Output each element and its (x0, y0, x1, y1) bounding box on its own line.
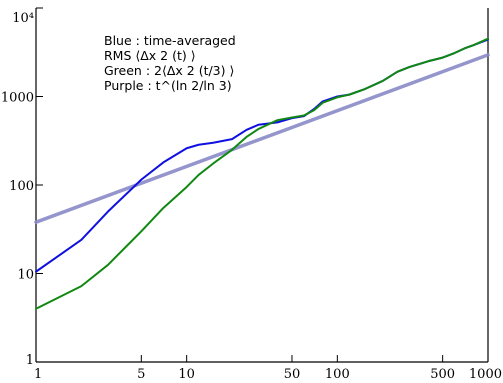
ticks: 1 5 10 50 100 500 1000 1 10 100 1000 10⁴ (1, 7, 502, 382)
legend-line-2: RMS ⟨Δx 2 (t) ⟩ (104, 48, 196, 63)
x-tick-label: 1 (34, 367, 42, 382)
y-tick-label: 10 (17, 268, 34, 283)
y-tick-label: 100 (9, 179, 34, 194)
legend-line-3: Green : 2⟨Δx 2 (t/3) ⟩ (104, 63, 234, 78)
legend: Blue : time-averaged RMS ⟨Δx 2 (t) ⟩ Gre… (104, 33, 236, 93)
y-tick-label: 10⁴ (12, 11, 34, 26)
x-tick-label: 10 (178, 367, 195, 382)
x-tick-label: 5 (137, 367, 145, 382)
x-tick-label: 500 (430, 367, 455, 382)
legend-line-4: Purple : t^(ln 2/ln 3) (104, 78, 232, 93)
green-series-line (35, 37, 489, 310)
x-tick-label: 50 (284, 367, 301, 382)
x-tick-label: 1000 (469, 367, 502, 382)
purple-series-line (34, 53, 490, 224)
x-tick-label: 100 (325, 367, 350, 382)
y-tick-label: 1000 (1, 91, 34, 106)
series (34, 37, 490, 310)
legend-line-1: Blue : time-averaged (104, 33, 236, 48)
y-tick-label: 1 (26, 353, 34, 368)
